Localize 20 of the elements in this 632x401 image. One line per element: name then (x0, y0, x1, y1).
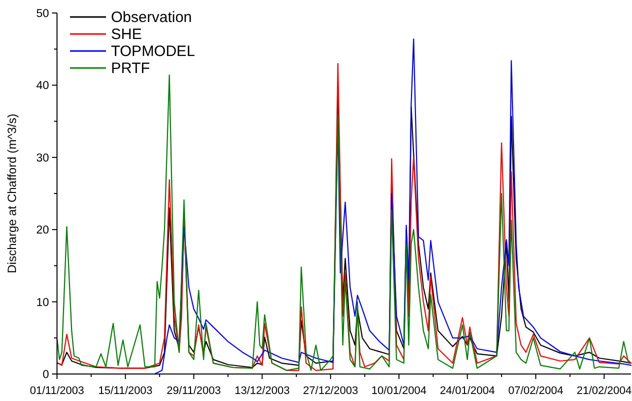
legend-label: PRTF (111, 60, 150, 77)
y-tick-label: 0 (42, 369, 49, 381)
y-tick-label: 10 (36, 296, 49, 309)
legend-label: TOPMODEL (111, 43, 195, 60)
y-tick-label: 20 (36, 224, 49, 237)
y-axis-title: Discharge at Chafford (m^3/s) (5, 114, 19, 274)
legend-label: Observation (111, 9, 192, 26)
legend-label: SHE (111, 26, 142, 43)
x-tick-label: 21/02/2004 (576, 385, 632, 397)
x-tick-label: 13/12/2003 (234, 385, 290, 397)
y-tick-label: 40 (36, 80, 49, 92)
x-tick-label: 01/11/2003 (30, 385, 84, 397)
x-tick-label: 10/01/2004 (371, 385, 426, 397)
y-tick-label: 50 (36, 8, 49, 20)
x-tick-label: 15/11/2003 (98, 385, 153, 397)
x-tick-label: 24/01/2004 (440, 385, 495, 397)
x-tick-label: 29/11/2003 (166, 385, 221, 397)
x-tick-label: 27/12/2003 (303, 385, 358, 397)
x-tick-label: 07/02/2004 (508, 385, 564, 397)
y-tick-label: 30 (36, 152, 49, 164)
